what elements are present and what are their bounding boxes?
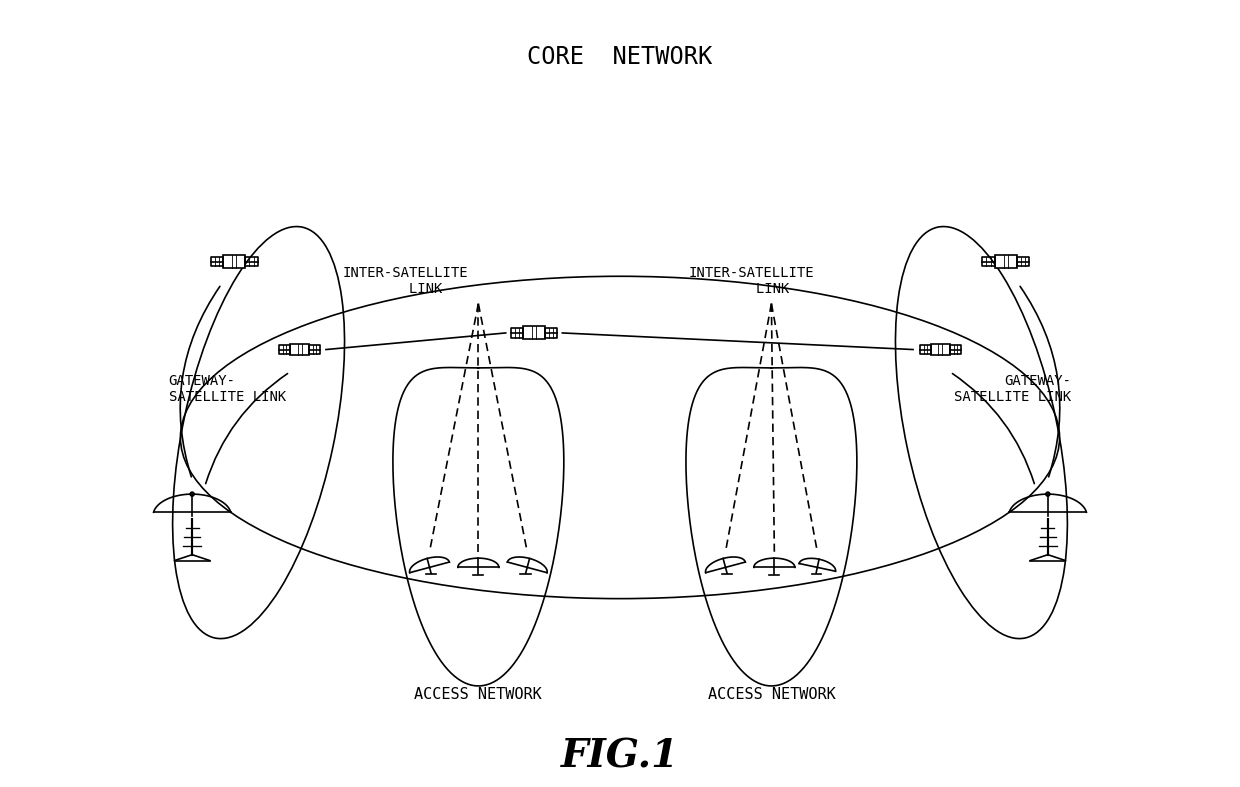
Text: CORE  NETWORK: CORE NETWORK	[527, 45, 713, 68]
Text: FIG.1: FIG.1	[560, 738, 680, 776]
Text: INTER-SATELLITE
     LINK: INTER-SATELLITE LINK	[689, 266, 815, 296]
Text: INTER-SATELLITE
     LINK: INTER-SATELLITE LINK	[342, 266, 467, 296]
Bar	[223, 255, 246, 268]
Text: ACCESS NETWORK: ACCESS NETWORK	[414, 687, 542, 702]
Bar	[523, 327, 546, 339]
Text: ACCESS NETWORK: ACCESS NETWORK	[708, 687, 836, 702]
Bar	[994, 255, 1017, 268]
Bar	[931, 344, 950, 355]
Bar	[290, 344, 309, 355]
Text: GATEWAY-
SATELLITE LINK: GATEWAY- SATELLITE LINK	[169, 374, 286, 404]
Text: GATEWAY-
SATELLITE LINK: GATEWAY- SATELLITE LINK	[954, 374, 1071, 404]
